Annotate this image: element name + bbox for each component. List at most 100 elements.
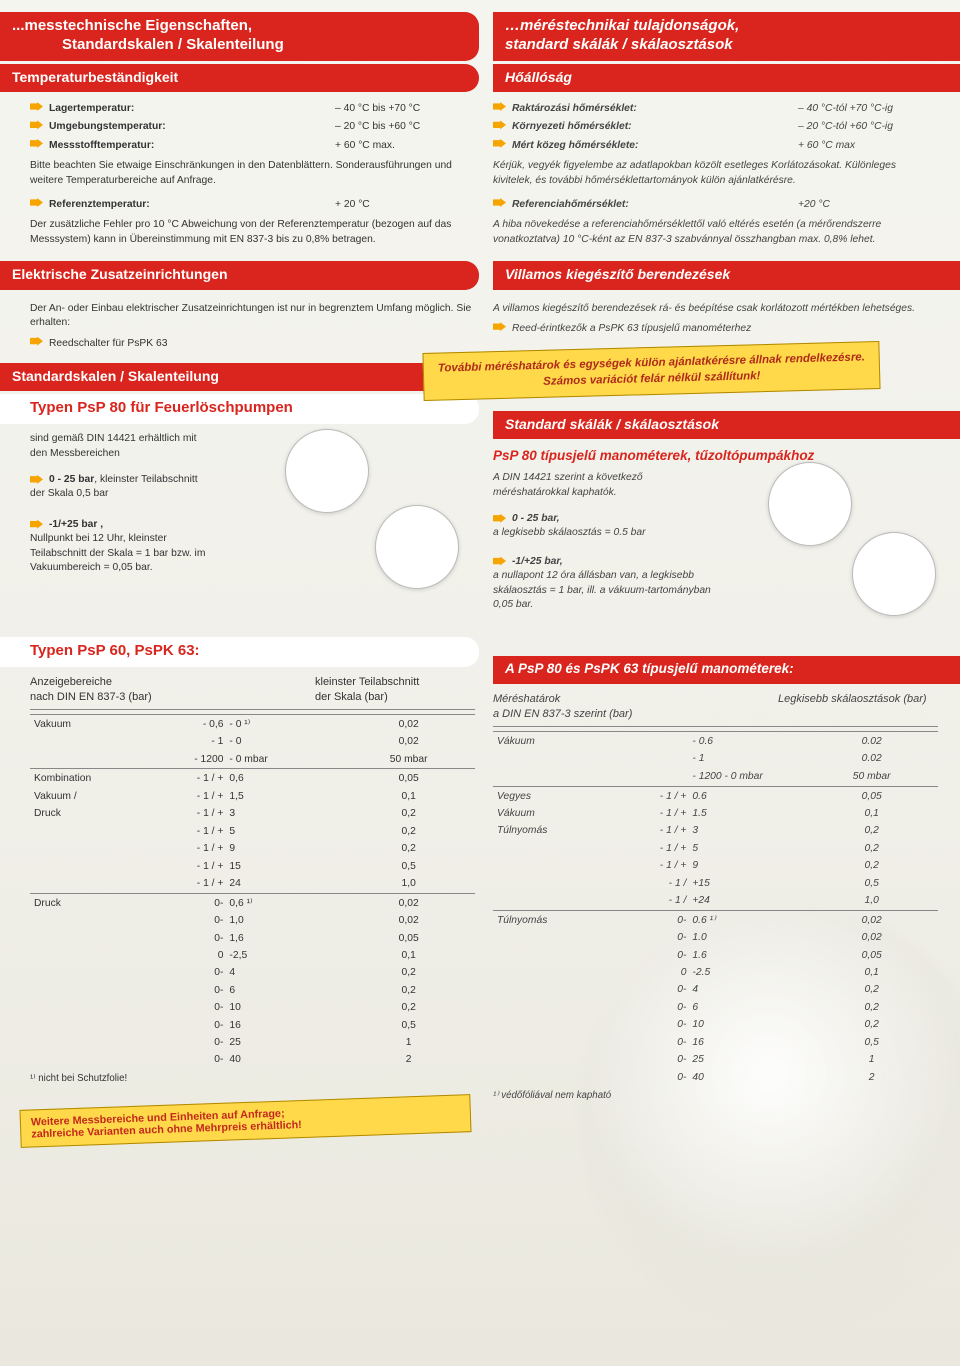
temp-val: + 60 °C max [798, 139, 938, 153]
block-de-temp: Lagertemperatur:– 40 °C bis +70 °CUmgebu… [30, 95, 479, 261]
column-hungarian: …méréstechnikai tulajdonságok, standard … [493, 12, 942, 1146]
range-table-de: Vakuum- 0,6- 0 ¹⁾0,02- 1- 00,02- 1200- 0… [30, 714, 475, 1070]
header-de-psp80: Typen PsP 80 für Feuerlöschpumpen [0, 394, 479, 424]
temp-label: Umgebungstemperatur: [49, 120, 335, 134]
footnote-hu: ¹⁾ védőfóliával nem kapható [493, 1089, 938, 1103]
din-text-de: sind gemäß DIN 14421 erhältlich mit den … [30, 432, 200, 461]
table-row: 0-1.60,05 [493, 947, 938, 964]
arrow-icon [30, 337, 43, 346]
bm1-hu: -1/+25 bar, [512, 556, 563, 567]
thdr-a-hu: Méréshatárok a DIN EN 837-3 szerint (bar… [493, 692, 778, 723]
temp-val: – 40 °C-tól +70 °C-ig [798, 102, 938, 116]
arrow-icon [493, 120, 506, 129]
table-row: 0-251 [493, 1052, 938, 1069]
temp-val: – 20 °C-tól +60 °C-ig [798, 120, 938, 134]
table-header-de: Anzeigebereiche nach DIN EN 837-3 (bar) … [30, 675, 475, 710]
header-de-elz: Elektrische Zusatzeinrichtungen [0, 261, 479, 290]
table-row: 0-1,00,02 [30, 913, 475, 930]
table-row: 0-251 [30, 1035, 475, 1052]
table-row: Túlnyomás- 1 / +30,2 [493, 823, 938, 840]
thdr-a-de: Anzeigebereiche nach DIN EN 837-3 (bar) [30, 675, 315, 706]
table-row: - 1 /+150,5 [493, 875, 938, 892]
arrow-icon [493, 198, 506, 207]
table-row: 0-40,2 [30, 965, 475, 982]
block-de-psp80: sind gemäß DIN 14421 erhältlich mit den … [30, 427, 479, 637]
gauge-icon [768, 462, 852, 546]
table-row: - 1 / +241,0 [30, 875, 475, 893]
temp-label: Környezeti hőmérséklet: [512, 120, 798, 134]
ref-label-de: Referenztemperatur: [49, 198, 335, 212]
gauge-icon [852, 532, 936, 616]
table-row: 0-402 [30, 1052, 475, 1069]
header-de-line2: Standardskalen / Skalenteilung [12, 36, 467, 55]
arrow-icon [30, 120, 43, 129]
temp-note-de: Bitte beachten Sie etwaige Einschränkung… [30, 159, 475, 188]
table-row: - 1 /+241,0 [493, 892, 938, 910]
table-row: Vákuum- 0.60.02 [493, 731, 938, 750]
temp-val: + 60 °C max. [335, 139, 475, 153]
bm1-de: -1/+25 bar , [49, 519, 103, 530]
arrow-icon [30, 139, 43, 148]
table-row: Vakuum- 0,6- 0 ¹⁾0,02 [30, 714, 475, 733]
block-hu-psp80: A DIN 14421 szerint a következő méréshat… [493, 466, 942, 656]
table-row: Vegyes- 1 / +0.60,05 [493, 786, 938, 805]
table-row: 0-2.50,1 [493, 965, 938, 982]
b025-hu: 0 - 25 bar, [512, 513, 560, 524]
block-de-table: Anzeigebereiche nach DIN EN 837-3 (bar) … [30, 670, 479, 1096]
temp-label: Raktározási hőmérséklet: [512, 102, 798, 116]
block-hu-temp: Raktározási hőmérséklet:– 40 °C-tól +70 … [493, 95, 942, 261]
table-row: 0-2,50,1 [30, 948, 475, 965]
temp-list-de: Lagertemperatur:– 40 °C bis +70 °CUmgebu… [30, 100, 475, 155]
table-row: - 1 / +150,5 [30, 858, 475, 875]
arrow-icon [30, 520, 43, 529]
header-de-psp60: Typen PsP 60, PsPK 63: [0, 637, 479, 667]
ref-note-hu: A hiba növekedése a referenciahőmérsékle… [493, 218, 938, 247]
header-de-skala: Standardskalen / Skalenteilung [0, 363, 479, 392]
din-text-hu: A DIN 14421 szerint a következő méréshat… [493, 471, 683, 500]
header-hu-temp: Hőállóság [493, 64, 960, 93]
table-row: 0-1.00,02 [493, 930, 938, 947]
table-row: - 1200- 0 mbar50 mbar [30, 751, 475, 769]
table-row: - 1 / +50,2 [493, 840, 938, 857]
arrow-icon [30, 475, 43, 484]
header-de-main: ...messtechnische Eigenschaften, Standar… [0, 12, 479, 61]
range-table-hu: Vákuum- 0.60.02- 10.02- 1200 - 0 mbar50 … [493, 731, 938, 1087]
arrow-icon [493, 102, 506, 111]
table-row: - 1 / +90,2 [30, 841, 475, 858]
header-hu-main: …méréstechnikai tulajdonságok, standard … [493, 12, 960, 61]
gauge-icon [375, 505, 459, 589]
table-row: Kombination- 1 / +0,60,05 [30, 769, 475, 788]
temp-val: – 40 °C bis +70 °C [335, 102, 475, 116]
arrow-icon [493, 514, 506, 523]
elz-bullet-de: Reedschalter für PsPK 63 [49, 337, 167, 351]
elz-note-hu: A villamos kiegészítő berendezések rá- é… [493, 302, 938, 316]
column-german: ...messtechnische Eigenschaften, Standar… [30, 12, 479, 1146]
table-row: 0-160,5 [30, 1017, 475, 1034]
header-de-temp: Temperaturbeständigkeit [0, 64, 479, 93]
table-row: - 1200 - 0 mbar50 mbar [493, 768, 938, 786]
bm1t-hu: a nullapont 12 óra állásban van, a legki… [493, 570, 711, 610]
table-row: 0-40,2 [493, 982, 938, 999]
arrow-icon [493, 557, 506, 566]
ref-val-hu: +20 °C [798, 198, 938, 212]
table-header-hu: Méréshatárok a DIN EN 837-3 szerint (bar… [493, 692, 938, 727]
two-column-layout: ...messtechnische Eigenschaften, Standar… [0, 0, 960, 1156]
b025-de: 0 - 25 bar [49, 474, 94, 485]
header-de-line1: ...messtechnische Eigenschaften, [12, 17, 467, 36]
range-bullets-de: 0 - 25 bar, kleinster Teilabschnitt der … [30, 471, 210, 577]
psp80-title-hu: PsP 80 típusjelű manométerek, tűzoltópum… [493, 448, 814, 463]
temp-list-hu: Raktározási hőmérséklet:– 40 °C-tól +70 … [493, 100, 938, 155]
temp-note-hu: Kérjük, vegyék figyelembe az adatlapokba… [493, 159, 938, 188]
block-hu-table: Méréshatárok a DIN EN 837-3 szerint (bar… [493, 687, 942, 1113]
header-hu-line2: standard skálák / skálaosztások [505, 36, 948, 55]
block-de-elz: Der An- oder Einbau elektrischer Zusatze… [30, 293, 479, 363]
table-row: 0-60,2 [493, 999, 938, 1016]
thdr-b-de: kleinster Teilabschnitt der Skala (bar) [315, 675, 475, 706]
arrow-icon [30, 198, 43, 207]
table-row: - 1 / +90,2 [493, 858, 938, 875]
gauge-icon [285, 429, 369, 513]
b025t-hu: a legkisebb skálaosztás = 0.5 bar [493, 527, 646, 538]
header-hu-psp80: PsP 80 típusjelű manométerek, tűzoltópum… [493, 442, 942, 466]
table-row: - 1 / +50,2 [30, 823, 475, 840]
ref-hu: Referenciahőmérséklet:+20 °C [493, 196, 938, 214]
